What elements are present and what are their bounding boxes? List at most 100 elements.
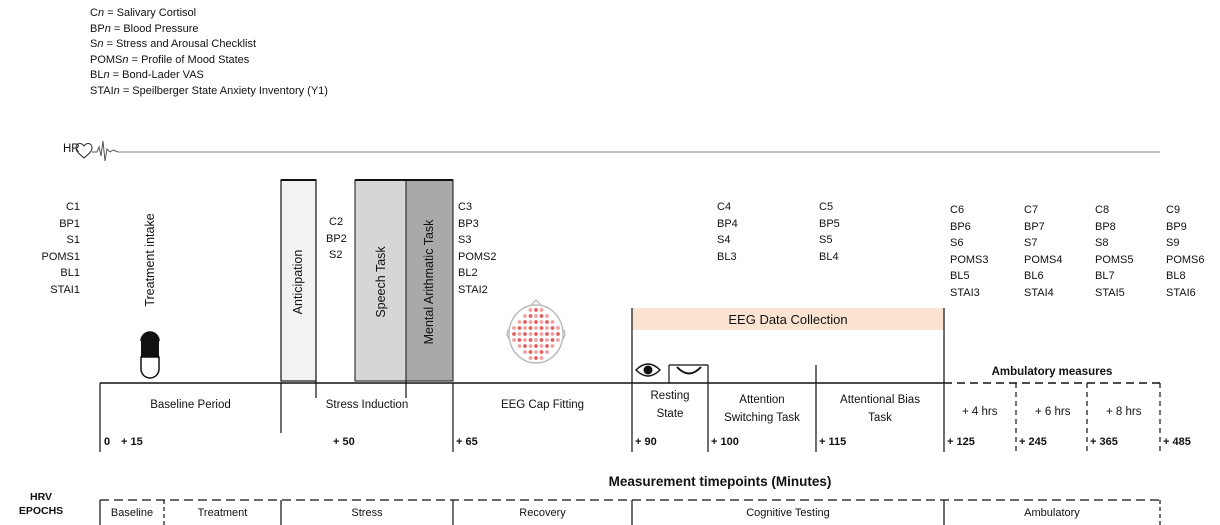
legend-item-stai: STAIn = Speilberger State Anxiety Invent… xyxy=(90,84,328,97)
electrode-dot xyxy=(545,338,549,342)
phase-text-line: Attentional Bias xyxy=(840,394,920,406)
measure-label: POMS5 xyxy=(1095,253,1134,266)
electrode-dot xyxy=(539,332,544,336)
measure-label: C3 xyxy=(458,201,473,213)
phase-text-line: State xyxy=(656,408,684,420)
electrode-dot xyxy=(523,314,527,318)
electrode-dot xyxy=(517,332,522,336)
pill-icon xyxy=(140,331,160,379)
electrode-dot xyxy=(539,314,544,318)
timepoint-label: + 245 xyxy=(1019,436,1047,448)
measure-label: S3 xyxy=(458,234,472,246)
electrode-dot xyxy=(534,356,538,360)
measure-label: S8 xyxy=(1095,237,1109,249)
measure-label: C4 xyxy=(717,201,732,213)
electrode-dot xyxy=(539,350,544,354)
phase-text-line: Resting xyxy=(650,390,690,402)
electrode-dot xyxy=(550,338,555,342)
electrode-dot xyxy=(517,338,522,342)
eeg-data-collection-band xyxy=(632,308,944,330)
eeg-cap-icon xyxy=(506,299,566,364)
measure-label: S1 xyxy=(66,234,80,246)
hrv-epochs-label: HRV EPOCHS xyxy=(0,490,82,518)
electrode-dot xyxy=(534,308,538,312)
electrode-dot xyxy=(517,326,522,330)
phase-text-line: Task xyxy=(868,412,892,424)
mental-arithmetic-label: Mental Arithmatic Task xyxy=(422,219,436,345)
timepoint-label: + 365 xyxy=(1090,436,1118,448)
electrode-dot xyxy=(556,326,560,330)
speech-task-label: Speech Task xyxy=(374,246,388,318)
electrode-dot xyxy=(523,344,527,348)
measures-col-8: C8 BP8 S8 POMS5 BL7 STAI5 xyxy=(1095,202,1134,301)
electrode-dot xyxy=(550,320,555,324)
electrode-dot xyxy=(545,344,549,348)
treatment-intake-label: Treatment intake xyxy=(143,213,157,307)
measure-label: S9 xyxy=(1166,237,1180,249)
measure-label: C2 xyxy=(329,216,344,228)
measure-label: POMS2 xyxy=(458,250,497,263)
measure-label: BL6 xyxy=(1024,270,1044,282)
epoch-baseline: Baseline xyxy=(110,507,154,519)
phase-attention-switching: Attention Switching Task xyxy=(708,391,816,427)
anticipation-box xyxy=(280,179,317,382)
phase-amb-4hrs: + 4 hrs xyxy=(962,406,998,418)
hr-trace-icon xyxy=(92,140,119,162)
electrode-dot xyxy=(534,338,538,342)
hr-label: HR xyxy=(63,143,80,155)
speech-task-box xyxy=(354,179,407,382)
measure-label: C1 xyxy=(65,201,80,213)
measure-label: BL4 xyxy=(819,250,839,263)
electrode-dot xyxy=(545,326,549,330)
measure-label: S4 xyxy=(717,234,731,246)
timepoint-label: + 65 xyxy=(456,436,478,448)
legend-item-bond-lader: BLn = Bond-Lader VAS xyxy=(90,69,204,81)
measures-col-1: C1 BP1 S1 POMS1 BL1 STAI1 xyxy=(40,199,80,298)
electrode-dot xyxy=(523,320,527,324)
electrode-dot xyxy=(556,338,560,342)
measure-label: BL8 xyxy=(1166,270,1186,282)
axis-title: Measurement timepoints (Minutes) xyxy=(608,474,832,489)
phase-eeg-cap-fitting: EEG Cap Fitting xyxy=(500,399,585,411)
phase-baseline: Baseline Period xyxy=(150,399,231,411)
measures-col-6: C6 BP6 S6 POMS3 BL5 STAI3 xyxy=(950,202,989,301)
electrode-dot xyxy=(523,326,527,330)
hrv-label-line: EPOCHS xyxy=(18,505,64,517)
epoch-treatment: Treatment xyxy=(197,507,248,519)
phase-resting-state: Resting State xyxy=(632,387,708,423)
eeg-data-collection-label: EEG Data Collection xyxy=(728,312,848,327)
electrode-dot xyxy=(550,332,555,336)
electrode-dot xyxy=(539,308,544,312)
measure-label: C7 xyxy=(1024,204,1039,216)
measures-col-2: C2 BP2 S2 xyxy=(326,214,347,264)
mental-arithmetic-box xyxy=(405,179,454,382)
electrode-dot xyxy=(528,350,533,354)
measure-label: BP1 xyxy=(59,217,80,230)
electrode-dot xyxy=(528,308,533,312)
legend-item-blood-pressure: BPn = Blood Pressure xyxy=(90,22,199,35)
timepoint-label: + 115 xyxy=(819,436,847,448)
phase-text-line: Switching Task xyxy=(724,412,800,424)
measure-label: STAI2 xyxy=(458,283,488,296)
hrv-label-line: HRV xyxy=(30,491,52,503)
electrode-dot xyxy=(534,320,538,324)
electrode-dot xyxy=(534,326,538,330)
measure-label: STAI5 xyxy=(1095,286,1125,299)
electrode-dot xyxy=(534,350,538,354)
electrode-dot xyxy=(528,332,533,336)
measure-label: S6 xyxy=(950,237,964,249)
measures-col-5: C5 BP5 S5 BL4 xyxy=(819,199,840,265)
electrode-dot xyxy=(556,332,560,336)
electrode-dot xyxy=(528,314,533,318)
phase-amb-8hrs: + 8 hrs xyxy=(1106,406,1142,418)
measure-label: S7 xyxy=(1024,237,1038,249)
timepoint-label: + 50 xyxy=(333,436,355,448)
measure-label: BL5 xyxy=(950,270,970,282)
electrode-dot xyxy=(528,356,533,360)
timepoint-label: + 90 xyxy=(635,436,657,448)
electrode-dot xyxy=(528,338,533,342)
measure-label: BP7 xyxy=(1024,220,1045,233)
electrode-dot xyxy=(550,344,555,348)
heart-icon xyxy=(75,143,93,159)
